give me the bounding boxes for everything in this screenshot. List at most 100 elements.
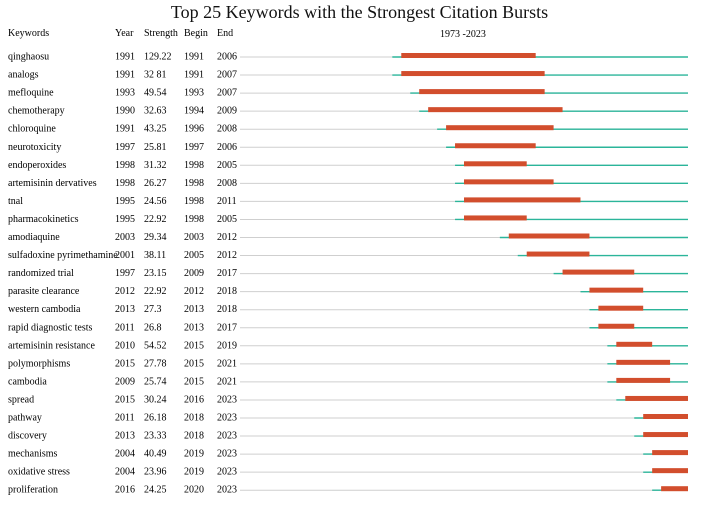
end-value: 2017 [217,268,237,279]
strength-value: 38.11 [144,250,166,261]
end-value: 2006 [217,142,237,153]
end-value: 2017 [217,322,237,333]
begin-value: 1998 [184,160,204,171]
begin-value: 2015 [184,340,204,351]
begin-value: 2015 [184,376,204,387]
end-value: 2007 [217,70,237,81]
begin-value: 1994 [184,106,204,117]
keyword-label: western cambodia [8,304,81,315]
keyword-label: chemotherapy [8,106,65,117]
strength-value: 24.25 [144,485,167,496]
end-value: 2023 [217,449,237,460]
keyword-label: mechanisms [8,449,58,460]
begin-value: 1993 [184,88,204,99]
strength-value: 27.3 [144,304,162,315]
burst-bar [455,143,536,149]
strength-value: 23.33 [144,431,167,442]
end-value: 2023 [217,485,237,496]
year-value: 2010 [115,340,135,351]
year-value: 1995 [115,196,135,207]
burst-bar [652,468,688,474]
strength-value: 26.8 [144,322,162,333]
strength-value: 54.52 [144,340,167,351]
burst-bar [446,125,554,131]
year-value: 2004 [115,449,135,460]
end-value: 2011 [217,196,237,207]
year-value: 2001 [115,250,135,261]
burst-bar [464,179,554,185]
strength-value: 40.49 [144,449,167,460]
burst-bar [625,395,688,401]
keyword-label: discovery [8,431,47,442]
end-value: 2008 [217,178,237,189]
strength-value: 129.22 [144,52,172,63]
burst-bar [616,377,671,383]
burst-bar [589,287,644,293]
burst-bar [464,215,527,221]
strength-value: 23.96 [144,467,167,478]
burst-bar [598,305,644,311]
begin-value: 2003 [184,232,204,243]
keyword-label: chloroquine [8,124,56,135]
begin-value: 2019 [184,449,204,460]
strength-value: 23.15 [144,268,167,279]
begin-value: 1991 [184,70,204,81]
year-value: 2015 [115,358,135,369]
end-value: 2012 [217,250,237,261]
burst-bar [401,71,545,77]
begin-value: 1998 [184,214,204,225]
keyword-label: oxidative stress [8,467,70,478]
keyword-label: analogs [8,70,39,81]
burst-bar [643,414,688,419]
begin-value: 2005 [184,250,204,261]
strength-value: 31.32 [144,160,167,171]
burst-rows: qinghaosu 1991 129.22 1991 2006 analogs 1991 32… [8,52,688,496]
begin-value: 1997 [184,142,204,153]
header-strength: Strength [144,28,178,39]
begin-value: 2019 [184,467,204,478]
end-value: 2005 [217,160,237,171]
year-value: 1997 [115,268,135,279]
keyword-label: artemisinin dervatives [8,178,97,189]
header-end: End [217,28,233,39]
end-value: 2009 [217,106,237,117]
year-value: 1998 [115,178,135,189]
header-keywords: Keywords [8,28,49,39]
end-value: 2018 [217,304,237,315]
begin-value: 1998 [184,196,204,207]
keyword-label: tnal [8,196,23,207]
keyword-label: artemisinin resistance [8,340,95,351]
strength-value: 22.92 [144,214,167,225]
strength-value: 26.18 [144,413,167,424]
keyword-label: rapid diagnostic tests [8,322,93,333]
chart-title: Top 25 Keywords with the Strongest Citat… [170,2,549,22]
strength-value: 30.24 [144,394,167,405]
burst-bar [464,197,581,203]
strength-value: 32.63 [144,106,167,117]
keyword-label: pharmacokinetics [8,214,79,225]
begin-value: 2013 [184,304,204,315]
strength-value: 22.92 [144,286,167,297]
year-value: 2013 [115,304,135,315]
year-value: 1998 [115,160,135,171]
keyword-label: neurotoxicity [8,142,61,153]
strength-value: 24.56 [144,196,167,207]
keyword-label: amodiaquine [8,232,60,243]
begin-value: 1998 [184,178,204,189]
year-value: 2015 [115,394,135,405]
year-value: 2004 [115,467,135,478]
year-value: 2011 [115,322,135,333]
begin-value: 2012 [184,286,204,297]
timeline-label: 1973 -2023 [440,29,486,40]
year-value: 2009 [115,376,135,387]
burst-bar [401,53,536,58]
keyword-label: mefloquine [8,88,54,99]
begin-value: 2020 [184,485,204,496]
burst-bar [508,233,590,239]
keyword-label: cambodia [8,376,47,387]
year-value: 1991 [115,70,135,81]
year-value: 1993 [115,88,135,99]
keyword-label: sulfadoxine pyrimethamine [8,250,118,261]
burst-bar [643,432,688,438]
end-value: 2012 [217,232,237,243]
